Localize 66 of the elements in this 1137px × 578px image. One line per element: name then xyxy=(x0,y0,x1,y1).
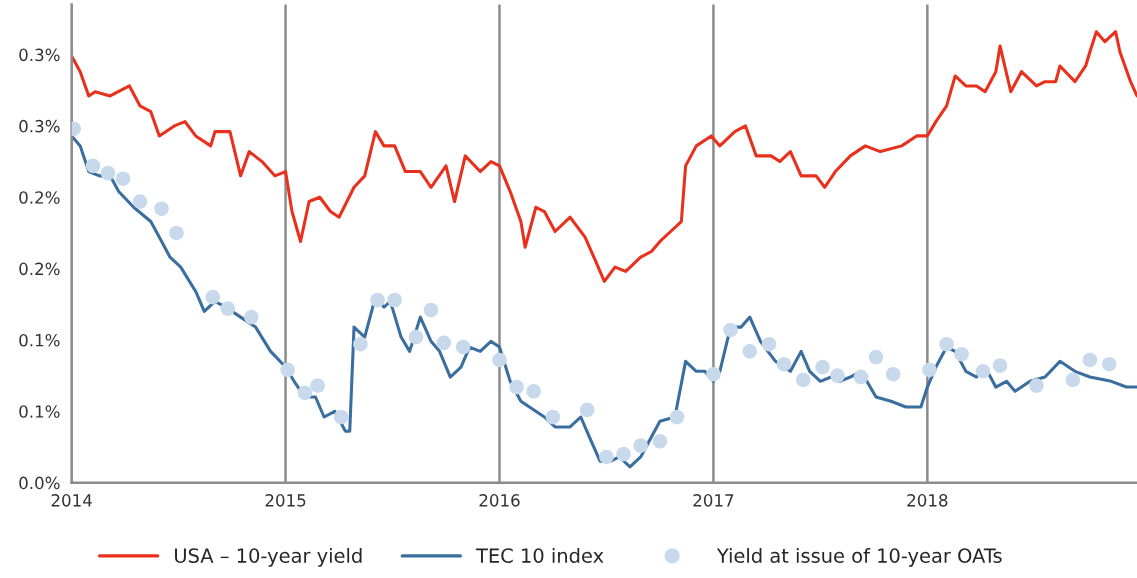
point xyxy=(742,344,758,359)
point xyxy=(132,194,148,209)
point xyxy=(244,309,259,325)
point xyxy=(1082,352,1098,368)
point xyxy=(975,364,991,379)
legend-label: USA – 10-year yield xyxy=(175,547,362,567)
point xyxy=(353,336,368,352)
point xyxy=(579,402,595,418)
point xyxy=(370,292,385,308)
point xyxy=(992,358,1008,373)
line-series xyxy=(71,30,1137,283)
point xyxy=(387,292,402,308)
point xyxy=(154,201,169,216)
point xyxy=(100,165,116,181)
legend-label: TEC 10 index xyxy=(475,547,604,563)
point xyxy=(205,289,221,305)
y-tick-label: 0.0% xyxy=(19,476,60,490)
point xyxy=(633,438,648,453)
point xyxy=(280,362,295,378)
point xyxy=(509,379,524,395)
point xyxy=(616,446,631,462)
point xyxy=(599,449,614,465)
point xyxy=(853,369,869,385)
point xyxy=(1065,372,1081,388)
point xyxy=(436,335,452,351)
point xyxy=(169,225,184,241)
point xyxy=(333,409,349,425)
y-tick-label: 0.1% xyxy=(19,405,60,418)
point xyxy=(297,385,313,401)
point xyxy=(1101,356,1117,372)
point xyxy=(954,346,969,362)
legend-label: Yield at issue of 10-year OATs xyxy=(716,547,1002,567)
point xyxy=(545,409,561,425)
point xyxy=(1029,378,1044,393)
point xyxy=(795,372,811,388)
y-tick-label: 0.3% xyxy=(19,119,60,133)
point xyxy=(652,433,668,449)
point xyxy=(455,339,471,355)
point xyxy=(885,366,901,382)
x-tick-label: 2016 xyxy=(479,494,520,507)
y-tick-label: 0.2% xyxy=(19,191,60,204)
point xyxy=(922,362,937,378)
point xyxy=(776,356,792,372)
point xyxy=(815,359,830,375)
point xyxy=(669,409,685,425)
point xyxy=(85,158,101,174)
point xyxy=(939,336,954,352)
point xyxy=(526,384,541,399)
point xyxy=(408,329,424,345)
point xyxy=(220,301,236,316)
x-tick-label: 2015 xyxy=(265,494,306,507)
point xyxy=(723,322,738,338)
y-tick-label: 0.3% xyxy=(19,48,60,62)
x-tick-label: 2017 xyxy=(693,494,734,507)
point xyxy=(423,302,439,318)
point xyxy=(706,366,721,382)
x-tick-label: 2018 xyxy=(907,494,948,507)
point xyxy=(115,171,131,186)
x-tick-label: 2014 xyxy=(51,494,92,507)
point xyxy=(830,368,845,383)
y-tick-label: 0.2% xyxy=(19,262,60,276)
point xyxy=(761,336,777,352)
point xyxy=(868,349,884,365)
point xyxy=(492,352,507,368)
point xyxy=(310,378,325,393)
y-tick-label: 0.1% xyxy=(19,333,60,347)
